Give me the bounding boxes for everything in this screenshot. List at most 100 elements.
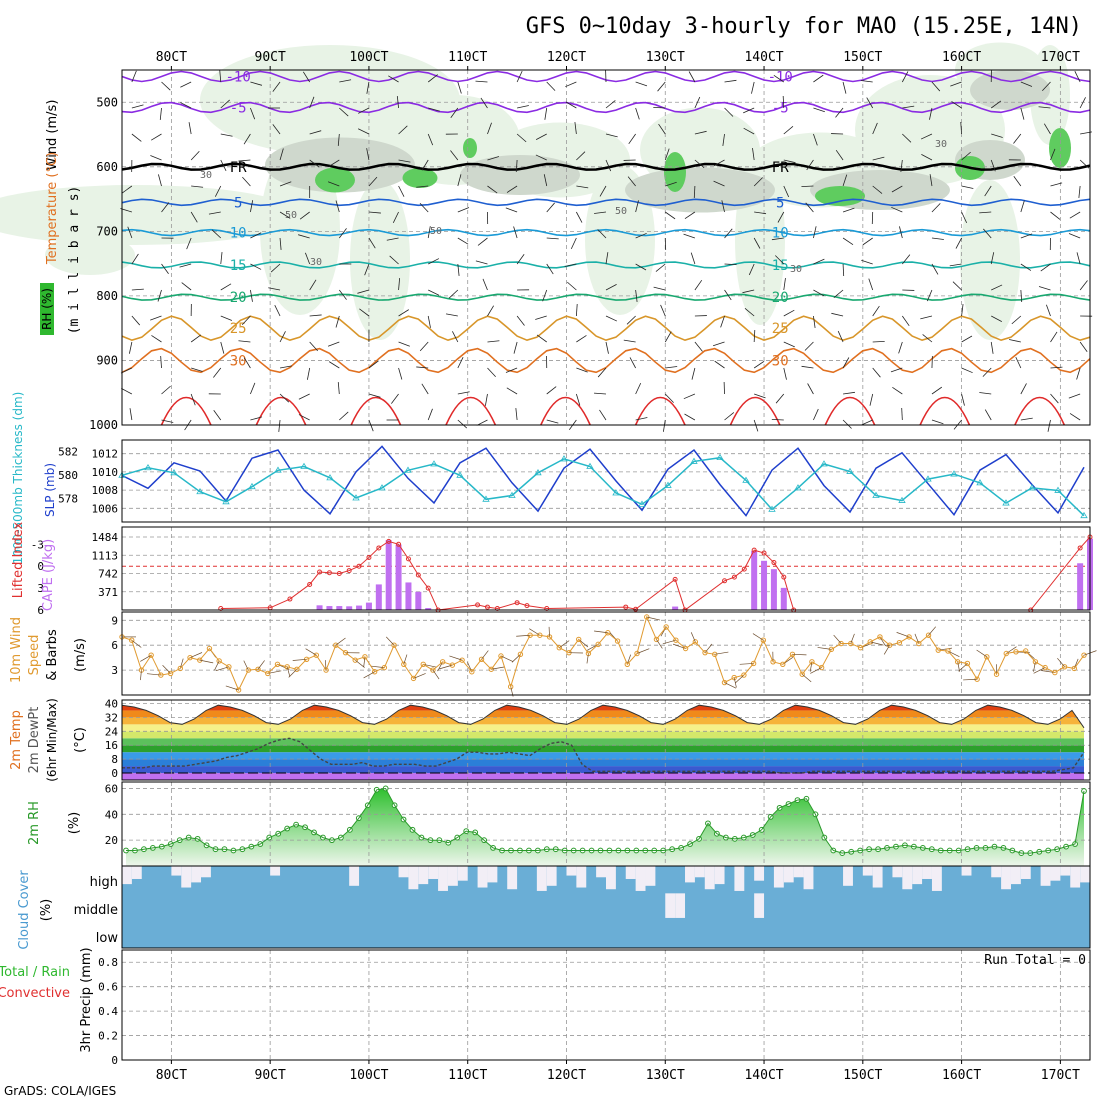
- wind-barb: [665, 181, 677, 187]
- wind-barb: [1050, 182, 1063, 187]
- wind-barb-10m: [1033, 667, 1046, 674]
- wind-barb: [754, 393, 766, 399]
- temp-contour: [121, 162, 1091, 171]
- wind-barb: [961, 393, 965, 406]
- cape-bar: [356, 605, 363, 610]
- xtick-top-label: 160CT: [942, 50, 981, 65]
- wind-barb-10m: [491, 666, 505, 670]
- wind-barb: [1069, 211, 1081, 219]
- wind-barb: [724, 263, 737, 266]
- wind-barb: [542, 289, 548, 302]
- temp-contour-35: [540, 396, 591, 426]
- wind-barb: [279, 181, 292, 187]
- wind-barb: [961, 185, 974, 189]
- cloud-gap: [783, 866, 794, 883]
- wind-barb: [513, 341, 518, 354]
- wind-barb: [368, 393, 381, 398]
- wind-barb: [506, 185, 518, 193]
- wind-barb: [546, 202, 555, 213]
- rh-contour-label: 30: [310, 257, 322, 268]
- temp-contour-35: [919, 396, 971, 426]
- wind-barb-10m: [850, 633, 855, 644]
- li-marker: [781, 574, 787, 580]
- temp-contour-label: 15: [772, 258, 789, 274]
- ylabel-upper: Wind (m/s) Temperature (°C) (m i l l i b…: [40, 100, 82, 335]
- li-marker: [672, 576, 678, 582]
- wind-barb-10m: [626, 654, 632, 665]
- ylabel-slp: SLP (mb): [43, 463, 57, 517]
- wind-speed-marker: [799, 671, 805, 677]
- wind-barb: [991, 284, 1003, 291]
- wind-speed-marker: [925, 632, 932, 638]
- wind-barb: [450, 107, 459, 118]
- ytick-label-li: 0: [37, 560, 44, 573]
- wind-barb: [862, 237, 873, 246]
- wind-barb: [594, 211, 607, 214]
- wind-barb: [366, 81, 370, 94]
- wind-barb: [477, 237, 488, 246]
- wind-barb: [452, 331, 459, 343]
- temp-contour-label: -10: [768, 69, 793, 85]
- wind-barb: [339, 107, 349, 117]
- wind-speed-marker: [352, 657, 358, 663]
- wind-barb-10m: [958, 663, 968, 672]
- wind-barb: [457, 237, 469, 245]
- wind-barb: [1068, 393, 1081, 399]
- wind-barb: [1020, 233, 1033, 239]
- rh-area: [126, 788, 1084, 866]
- cape-bar: [316, 605, 323, 610]
- wind-barb: [892, 386, 903, 395]
- li-marker: [307, 581, 313, 587]
- cloud-gap: [793, 866, 804, 878]
- wind-barb: [242, 176, 251, 187]
- temp-contour-label: 30: [230, 353, 247, 369]
- wind-barb: [546, 419, 559, 424]
- wind-barb: [984, 409, 992, 421]
- wind-barb: [635, 263, 647, 271]
- wind-barb: [751, 81, 755, 94]
- wind-barb: [599, 185, 607, 197]
- rh-shade-green: [315, 167, 355, 193]
- wind-barb: [655, 263, 666, 272]
- wind-barb: [931, 386, 943, 395]
- wind-barb: [220, 159, 227, 171]
- wind-barb-10m: [801, 673, 812, 683]
- wind-barb: [150, 315, 162, 321]
- wind-barb-10m: [292, 658, 307, 661]
- cloud-gap: [645, 866, 656, 886]
- wind-speed-marker: [576, 636, 582, 643]
- wind-barb: [605, 100, 616, 109]
- ylabel-lifted-index: Lifted Index: [11, 521, 26, 598]
- wind-barb: [398, 185, 405, 197]
- wind-barb: [357, 289, 370, 294]
- wind-barb: [120, 367, 133, 374]
- wind-barb: [627, 176, 636, 187]
- wind-barb: [929, 174, 933, 187]
- wind-barb: [657, 81, 666, 92]
- cape-bar: [780, 587, 787, 610]
- wind-barb-10m: [833, 634, 842, 644]
- wind-barb-10m: [179, 658, 184, 669]
- panel-cape-li: 1484 1113 742 371 -3 0 3 6: [31, 526, 1093, 617]
- ytick-label-thickness: 580: [58, 469, 78, 482]
- ytick-label-precip: 0.4: [98, 1005, 118, 1018]
- wind-barb: [213, 410, 222, 421]
- wind-barb: [991, 133, 1003, 138]
- temp-band: [122, 766, 1084, 774]
- cape-bar: [770, 569, 777, 610]
- wind-barb: [684, 211, 696, 220]
- wind-barb-10m: [636, 648, 650, 654]
- wind-barb: [398, 367, 403, 380]
- wind-barb: [842, 207, 855, 213]
- wind-speed-marker: [449, 662, 456, 668]
- temp-band: [122, 731, 1084, 739]
- cloud-gap: [931, 866, 942, 891]
- wind-barb-10m: [437, 661, 443, 672]
- wind-barb-10m: [947, 650, 960, 658]
- wind-barb: [220, 283, 232, 291]
- ylabel-2m-rh: 2m RH: [27, 801, 42, 845]
- temp-contour-35: [350, 396, 402, 426]
- wind-barb: [861, 419, 873, 426]
- wind-barb: [872, 122, 878, 135]
- wind-barb: [274, 305, 281, 317]
